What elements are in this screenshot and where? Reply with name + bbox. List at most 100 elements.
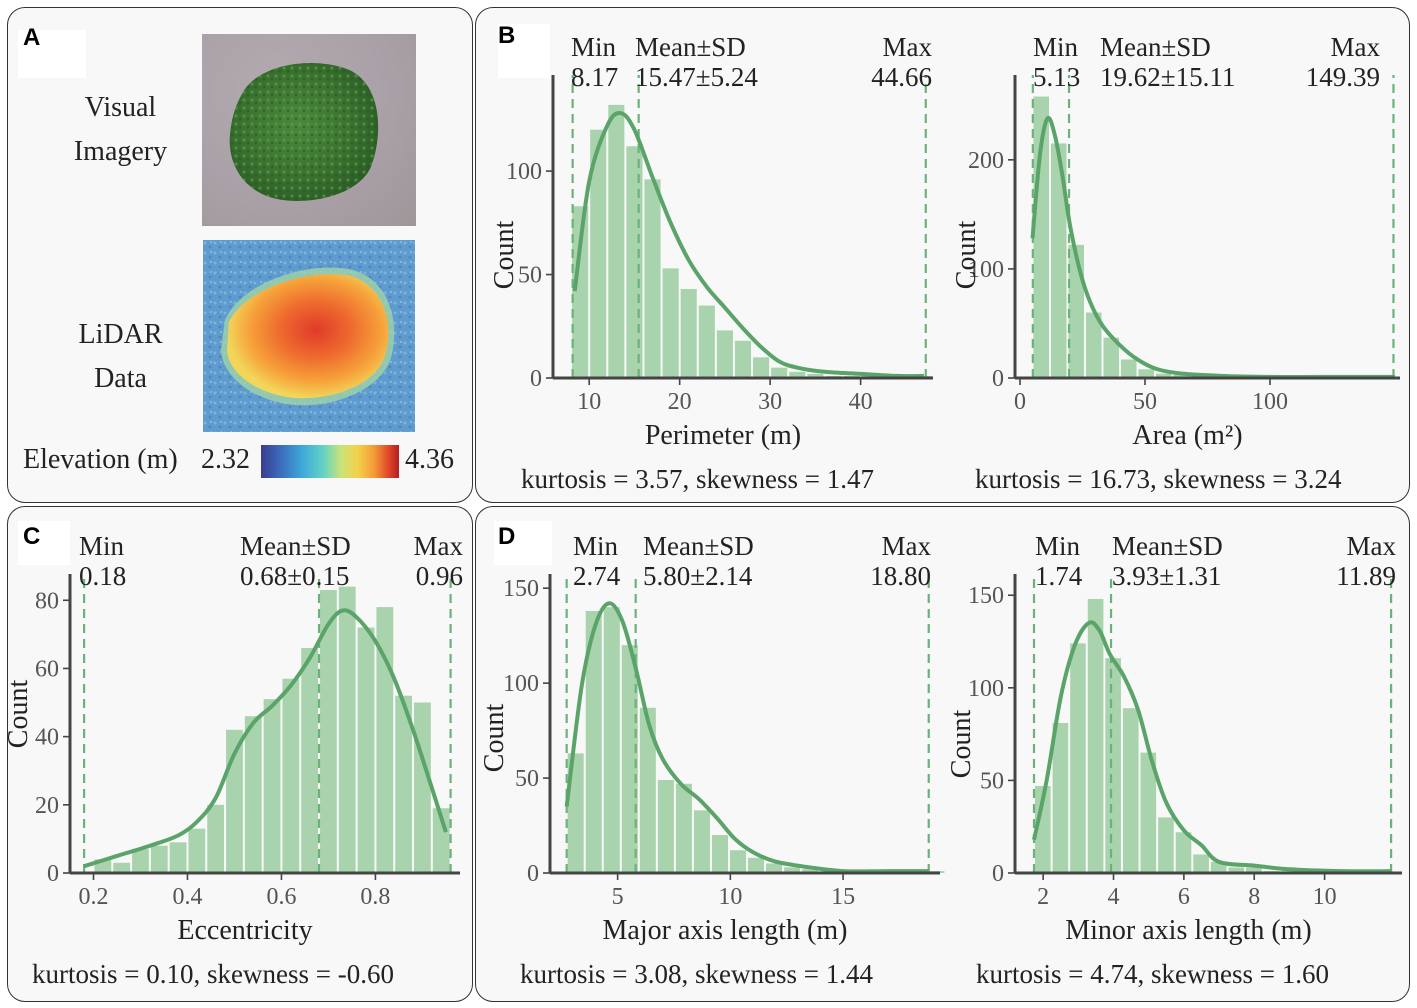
eccentricity-x-axis-label: Eccentricity <box>177 915 312 946</box>
major-bar <box>711 835 728 873</box>
area-x-tick-label: 0 <box>1014 389 1026 415</box>
area-density-curve <box>1030 115 1395 379</box>
area-bar <box>1138 369 1154 378</box>
minor-bar <box>1070 643 1086 873</box>
eccentricity-bar <box>282 678 300 873</box>
perimeter-x-tick-label: 40 <box>849 389 873 415</box>
eccentricity-max-value: 0.96 <box>416 561 463 591</box>
major-bar <box>657 779 674 873</box>
major-max-value: 18.80 <box>870 561 931 591</box>
major-x-tick-label: 15 <box>831 884 855 910</box>
area-bar <box>1156 373 1172 378</box>
eccentricity-min-value: 0.18 <box>79 561 126 591</box>
minor-min-label: Min <box>1035 531 1081 561</box>
minor-y-axis-label: Count <box>946 710 977 779</box>
minor-y-tick-label: 0 <box>992 861 1004 887</box>
major-y-tick-label: 100 <box>503 671 539 697</box>
area-min-value: 5.13 <box>1033 62 1080 92</box>
area-max-label: Max <box>1331 32 1381 62</box>
area-mean-value: 19.62±15.11 <box>1100 62 1235 92</box>
lidar-elevation-image <box>203 240 415 432</box>
eccentricity-max-label: Max <box>414 531 464 561</box>
major-bar <box>639 707 656 873</box>
area-y-axis-label: Count <box>951 221 982 290</box>
minor-max-label: Max <box>1347 531 1397 561</box>
area-stats-text: kurtosis = 16.73, skewness = 3.24 <box>975 464 1342 494</box>
perimeter-max-label: Max <box>883 32 933 62</box>
major-mean-label: Mean±SD <box>643 531 754 561</box>
eccentricity-bar <box>113 862 131 873</box>
eccentricity-y-axis-label: Count <box>3 680 34 749</box>
major-min-value: 2.74 <box>573 561 621 591</box>
eccentricity-bar <box>395 695 413 873</box>
eccentricity-histogram: 0.2 0.4 0.6 0.8 0 20 40 60 80 Eccentricity Count Mi… <box>3 531 464 989</box>
eccentricity-y-tick-label: 40 <box>35 725 59 751</box>
minor-mean-value: 3.93±1.31 <box>1112 561 1221 591</box>
major-bar <box>675 783 692 873</box>
area-bar <box>1173 374 1189 378</box>
minor-mean-label: Mean±SD <box>1112 531 1223 561</box>
major-bar <box>567 753 584 873</box>
area-bar <box>1086 312 1102 378</box>
perimeter-min-label: Min <box>571 32 617 62</box>
area-bar <box>1103 337 1119 378</box>
eccentricity-min-label: Min <box>79 531 125 561</box>
panel-letter-a: A <box>23 24 41 51</box>
panel-a: A Visual Imagery LiDAR Data <box>7 7 473 503</box>
perimeter-y-axis-label: Count <box>489 221 520 290</box>
eccentricity-bar <box>376 607 394 873</box>
perimeter-y-tick-label: 100 <box>506 159 542 185</box>
elevation-min-value: 2.32 <box>201 444 250 475</box>
panel-letter-d: D <box>498 523 516 550</box>
minor-stats-text: kurtosis = 4.74, skewness = 1.60 <box>976 959 1329 989</box>
eccentricity-x-tick-label: 0.8 <box>360 884 390 910</box>
major-bar <box>621 645 638 873</box>
major-y-tick-label: 150 <box>503 576 539 602</box>
area-bar <box>1068 244 1084 378</box>
eccentricity-x-tick-label: 0.2 <box>78 884 108 910</box>
eccentricity-stats-text: kurtosis = 0.10, skewness = -0.60 <box>32 959 394 989</box>
visual-imagery-label: Visual Imagery <box>73 92 168 167</box>
panel-letter-c: C <box>23 523 41 550</box>
minor-bar <box>1175 832 1192 873</box>
major-x-tick-label: 5 <box>612 884 624 910</box>
elevation-max-value: 4.36 <box>405 444 454 475</box>
perimeter-x-tick-label: 10 <box>577 389 601 415</box>
perimeter-y-tick-label: 50 <box>518 263 542 289</box>
major-bar <box>784 867 801 873</box>
minor-x-tick-label: 4 <box>1108 884 1120 910</box>
perimeter-min-value: 8.17 <box>571 62 618 92</box>
panel-letter-b: B <box>498 22 516 49</box>
minor-bar <box>1034 785 1051 873</box>
perimeter-y-tick-label: 0 <box>530 366 542 392</box>
area-y-tick-label: 100 <box>968 257 1004 283</box>
perimeter-bar <box>644 179 661 378</box>
perimeter-x-tick-label: 20 <box>668 389 692 415</box>
perimeter-mean-value: 15.47±5.24 <box>635 62 758 92</box>
perimeter-x-tick-label: 30 <box>758 389 782 415</box>
area-x-tick-label: 100 <box>1252 389 1288 415</box>
perimeter-bar <box>662 268 679 378</box>
minor-bar <box>1122 708 1139 873</box>
eccentricity-bar <box>414 702 431 873</box>
perimeter-max-value: 44.66 <box>871 62 932 92</box>
eccentricity-bar <box>150 845 168 873</box>
perimeter-bar <box>807 373 824 378</box>
minor-density-curve <box>1032 620 1392 874</box>
lidar-data-label: LiDAR Data <box>78 319 163 394</box>
perimeter-bar <box>789 371 806 378</box>
minor-y-tick-label: 100 <box>968 676 1004 702</box>
minor-min-value: 1.74 <box>1035 561 1083 591</box>
perimeter-bar <box>771 367 788 378</box>
perimeter-bar <box>572 206 589 378</box>
perimeter-bar <box>608 104 625 379</box>
minor-bar <box>1246 867 1262 873</box>
perimeter-bar <box>590 129 607 378</box>
perimeter-density-curve <box>572 111 924 379</box>
minor-x-tick-label: 10 <box>1313 884 1337 910</box>
minor-x-tick-label: 8 <box>1248 884 1260 910</box>
major-bar <box>603 607 620 873</box>
